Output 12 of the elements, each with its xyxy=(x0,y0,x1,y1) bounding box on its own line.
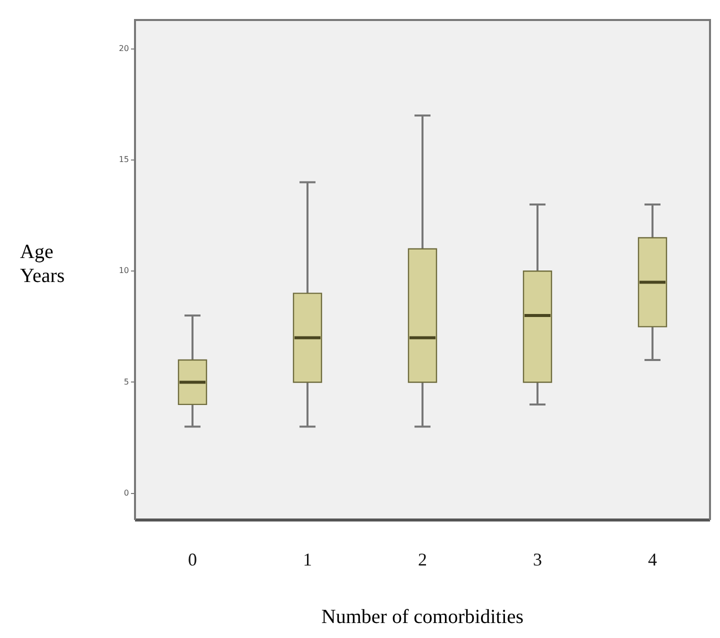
y-tick-label: 10 xyxy=(118,266,129,276)
y-tick-label: 5 xyxy=(124,377,129,386)
x-tick-label: 3 xyxy=(533,550,542,570)
x-tick-label: 2 xyxy=(418,550,427,570)
x-tick-label: 1 xyxy=(303,550,312,570)
y-tick-label: 15 xyxy=(118,155,129,164)
x-tick-label: 0 xyxy=(188,550,197,570)
x-axis-title: Number of comorbidities xyxy=(320,606,525,629)
x-tick-label: 4 xyxy=(648,550,657,570)
y-tick-label: 20 xyxy=(118,44,129,53)
y-tick-label: 0 xyxy=(124,488,129,498)
y-axis-title: Age Years xyxy=(20,240,66,288)
